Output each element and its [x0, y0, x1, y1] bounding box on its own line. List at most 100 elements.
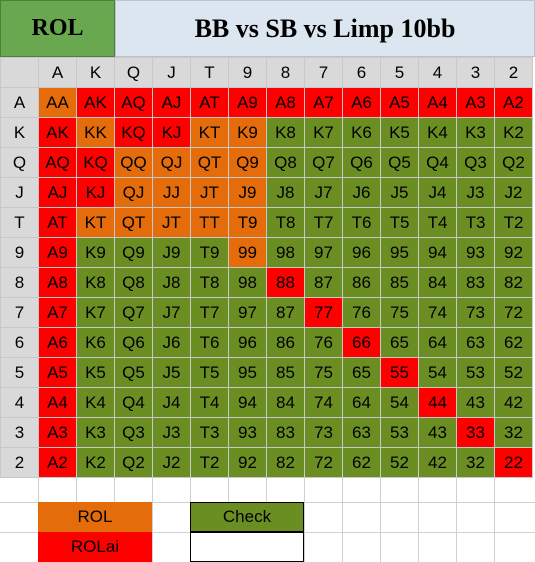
hand-cell: 73: [305, 418, 343, 448]
hand-cell: 74: [305, 388, 343, 418]
hand-cell: 44: [419, 388, 457, 418]
hand-cell: AT: [39, 208, 77, 238]
hand-cell: 43: [457, 388, 495, 418]
hand-cell: J8: [153, 268, 191, 298]
row-rank-label: J: [1, 178, 39, 208]
column-rank-label: 3: [457, 58, 495, 88]
hand-cell: AA: [39, 88, 77, 118]
hand-cell: 65: [343, 358, 381, 388]
hand-cell: 43: [419, 418, 457, 448]
legend-rol-label: ROL: [78, 507, 113, 527]
hand-cell: 66: [343, 328, 381, 358]
hand-cell: 95: [229, 358, 267, 388]
chart-title-text: BB vs SB vs Limp 10bb: [195, 14, 456, 44]
hand-cell: J9: [229, 178, 267, 208]
hand-cell: T5: [191, 358, 229, 388]
row-rank-label: A: [1, 88, 39, 118]
hand-cell: 55: [381, 358, 419, 388]
hand-cell: J5: [153, 358, 191, 388]
hand-cell: T6: [343, 208, 381, 238]
legend-check: Check: [190, 502, 304, 532]
hand-cell: A5: [39, 358, 77, 388]
hand-cell: KQ: [115, 118, 153, 148]
hand-cell: A2: [495, 88, 533, 118]
hand-cell: T8: [191, 268, 229, 298]
hand-cell: 52: [381, 448, 419, 478]
legend-empty-box: [190, 532, 304, 562]
hand-cell: AK: [77, 88, 115, 118]
hand-cell: K5: [77, 358, 115, 388]
hand-cell: J6: [153, 328, 191, 358]
hand-cell: 83: [457, 268, 495, 298]
row-rank-label: K: [1, 118, 39, 148]
hand-cell: TT: [191, 208, 229, 238]
hand-cell: 84: [267, 388, 305, 418]
hand-cell: K4: [77, 388, 115, 418]
grid-row: J AJ KJ QJ JJ JT J9 J8 J7 J6 J5 J4 J3 J2: [1, 178, 533, 208]
grid-row: A AA AK AQ AJ AT A9 A8 A7 A6 A5 A4 A3 A2: [1, 88, 533, 118]
hand-cell: 33: [457, 418, 495, 448]
hand-cell: A8: [267, 88, 305, 118]
grid-row: 4 A4 K4 Q4 J4 T4 94 84 74 64 54 44 43 42: [1, 388, 533, 418]
legend-area: ROL Check ROLai: [0, 474, 535, 562]
hand-cell: 64: [419, 328, 457, 358]
row-rank-label: Q: [1, 148, 39, 178]
hand-cell: AQ: [39, 148, 77, 178]
hand-cell: AT: [191, 88, 229, 118]
hand-cell: 82: [267, 448, 305, 478]
hand-cell: K3: [77, 418, 115, 448]
hand-cell: QT: [191, 148, 229, 178]
hand-cell: 77: [305, 298, 343, 328]
hand-cell: 92: [495, 238, 533, 268]
hand-cell: 88: [267, 268, 305, 298]
hand-cell: 73: [457, 298, 495, 328]
row-rank-label: 7: [1, 298, 39, 328]
hand-cell: A4: [39, 388, 77, 418]
grid-row: T AT KT QT JT TT T9 T8 T7 T6 T5 T4 T3 T2: [1, 208, 533, 238]
hand-cell: 76: [305, 328, 343, 358]
hand-cell: A7: [39, 298, 77, 328]
hand-cell: K2: [495, 118, 533, 148]
hand-cell: K8: [77, 268, 115, 298]
hand-cell: Q3: [115, 418, 153, 448]
hand-cell: A6: [343, 88, 381, 118]
hand-cell: 94: [229, 388, 267, 418]
hand-cell: AJ: [39, 178, 77, 208]
hand-cell: K2: [77, 448, 115, 478]
hand-cell: 86: [267, 328, 305, 358]
hand-cell: 32: [495, 418, 533, 448]
hand-cell: J7: [153, 298, 191, 328]
hand-cell: T3: [457, 208, 495, 238]
hand-cell: KT: [191, 118, 229, 148]
hand-cell: A4: [419, 88, 457, 118]
hand-cell: 92: [229, 448, 267, 478]
hand-cell: 54: [419, 358, 457, 388]
hand-cell: Q5: [381, 148, 419, 178]
hand-range-grid: A K Q J T 9 8 7 6 5 4 3 2 A AA AK AQ AJ AT A9 A8 A7 A6 A5 A4 A3 A2…: [0, 57, 533, 478]
hand-cell: J2: [153, 448, 191, 478]
range-type-label: ROL: [0, 0, 115, 57]
hand-cell: KT: [77, 208, 115, 238]
hand-cell: AJ: [153, 88, 191, 118]
hand-cell: T4: [191, 388, 229, 418]
hand-cell: K9: [229, 118, 267, 148]
hand-cell: K4: [419, 118, 457, 148]
row-rank-label: 5: [1, 358, 39, 388]
hand-cell: T9: [191, 238, 229, 268]
hand-cell: A3: [457, 88, 495, 118]
hand-cell: 75: [381, 298, 419, 328]
legend-rolai: ROLai: [38, 532, 152, 562]
hand-cell: J4: [153, 388, 191, 418]
hand-cell: JT: [191, 178, 229, 208]
hand-cell: 87: [305, 268, 343, 298]
row-rank-label: T: [1, 208, 39, 238]
hand-cell: A5: [381, 88, 419, 118]
hand-cell: K6: [343, 118, 381, 148]
hand-cell: 98: [267, 238, 305, 268]
hand-cell: J5: [381, 178, 419, 208]
hand-cell: J3: [457, 178, 495, 208]
hand-cell: 97: [229, 298, 267, 328]
hand-cell: K5: [381, 118, 419, 148]
hand-cell: A9: [229, 88, 267, 118]
hand-cell: J3: [153, 418, 191, 448]
